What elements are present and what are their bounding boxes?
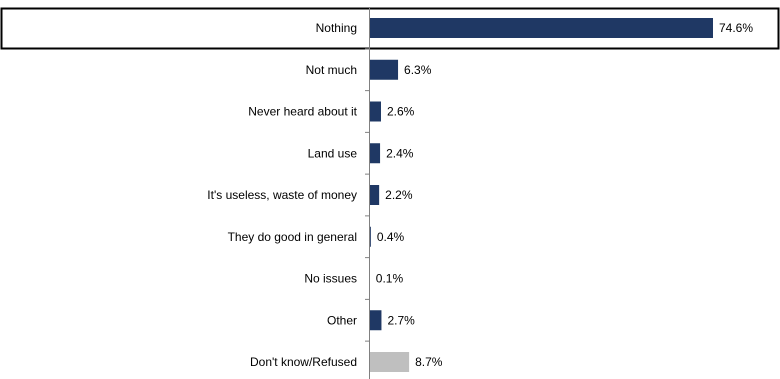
- value-label-don-t-know-refused: 8.7%: [415, 355, 443, 369]
- category-label-they-do-good-in-general: They do good in general: [228, 230, 357, 244]
- bar-not-much: [369, 59, 399, 80]
- value-label-it-s-useless-waste-of-money: 2.2%: [385, 188, 413, 202]
- value-label-no-issues: 0.1%: [376, 272, 404, 286]
- bar-other: [369, 310, 382, 331]
- category-label-nothing: Nothing: [316, 21, 357, 35]
- category-label-not-much: Not much: [306, 63, 357, 77]
- category-label-it-s-useless-waste-of-money: It's useless, waste of money: [207, 188, 357, 202]
- bar-nothing: [369, 18, 713, 38]
- bar-land-use: [369, 143, 381, 164]
- value-label-they-do-good-in-general: 0.4%: [377, 230, 405, 244]
- value-label-other: 2.7%: [387, 313, 415, 327]
- category-label-don-t-know-refused: Don't know/Refused: [250, 355, 357, 369]
- bar-it-s-useless-waste-of-money: [369, 185, 380, 205]
- value-label-not-much: 6.3%: [404, 63, 432, 77]
- value-label-never-heard-about-it: 2.6%: [387, 105, 415, 119]
- bar-don-t-know-refused: [369, 352, 410, 372]
- bar-never-heard-about-it: [369, 101, 381, 122]
- category-label-other: Other: [327, 313, 357, 327]
- highlight-box-nothing: [0, 7, 780, 50]
- category-label-no-issues: No issues: [304, 272, 357, 286]
- value-label-nothing: 74.6%: [719, 21, 753, 35]
- value-label-land-use: 2.4%: [386, 146, 414, 160]
- category-label-land-use: Land use: [308, 146, 358, 160]
- category-label-never-heard-about-it: Never heard about it: [248, 105, 357, 119]
